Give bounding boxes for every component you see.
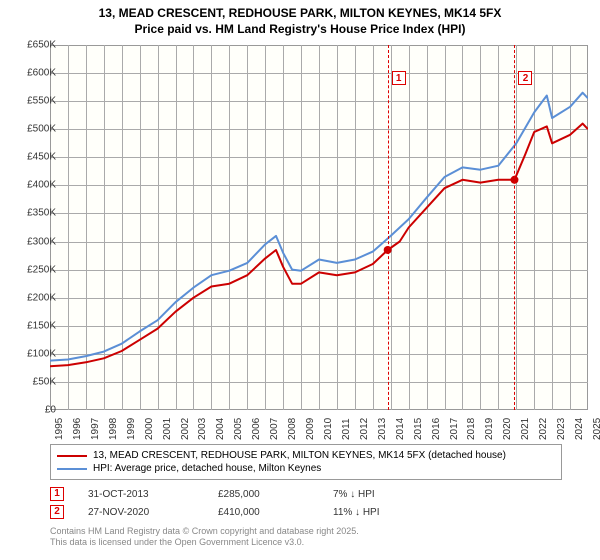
x-tick-label: 2006 [251,418,262,440]
legend: 13, MEAD CRESCENT, REDHOUSE PARK, MILTON… [50,444,562,480]
sale-marker-line [388,45,389,410]
x-tick-label: 2019 [484,418,495,440]
x-tick-label: 1995 [54,418,65,440]
x-tick-label: 2003 [197,418,208,440]
title-line-2: Price paid vs. HM Land Registry's House … [135,22,466,36]
x-tick-label: 2020 [502,418,513,440]
transaction-marker-2: 2 [50,505,64,519]
transaction-date: 27-NOV-2020 [88,507,218,518]
transaction-pct: 7% ↓ HPI [333,489,453,500]
footer-attribution: Contains HM Land Registry data © Crown c… [50,526,359,549]
x-tick-label: 2013 [377,418,388,440]
series-hpi [50,93,588,361]
x-tick-label: 2005 [233,418,244,440]
y-tick-label: £450K [16,152,56,163]
table-row: 1 31-OCT-2013 £285,000 7% ↓ HPI [50,485,453,503]
chart-title: 13, MEAD CRESCENT, REDHOUSE PARK, MILTON… [0,0,600,37]
x-tick-label: 2009 [305,418,316,440]
x-tick-label: 2010 [323,418,334,440]
x-tick-label: 1996 [72,418,83,440]
chart-container: 13, MEAD CRESCENT, REDHOUSE PARK, MILTON… [0,0,600,560]
transaction-marker-1: 1 [50,487,64,501]
legend-swatch-hpi [57,468,87,470]
transaction-price: £285,000 [218,489,333,500]
line-series-svg [50,45,588,410]
x-tick-label: 1998 [108,418,119,440]
y-tick-label: £500K [16,124,56,135]
legend-item-property: 13, MEAD CRESCENT, REDHOUSE PARK, MILTON… [57,449,555,462]
x-tick-label: 2007 [269,418,280,440]
table-row: 2 27-NOV-2020 £410,000 11% ↓ HPI [50,503,453,521]
x-tick-label: 1999 [126,418,137,440]
y-tick-label: £350K [16,208,56,219]
title-line-1: 13, MEAD CRESCENT, REDHOUSE PARK, MILTON… [99,6,502,20]
legend-item-hpi: HPI: Average price, detached house, Milt… [57,462,555,475]
y-tick-label: £50K [16,376,56,387]
transaction-price: £410,000 [218,507,333,518]
series-property [50,124,588,367]
x-tick-label: 2008 [287,418,298,440]
x-tick-label: 2021 [520,418,531,440]
x-tick-label: 2014 [395,418,406,440]
x-tick-label: 2024 [574,418,585,440]
y-tick-label: £650K [16,40,56,51]
transaction-date: 31-OCT-2013 [88,489,218,500]
y-tick-label: £400K [16,180,56,191]
x-tick-label: 2004 [215,418,226,440]
footer-line-2: This data is licensed under the Open Gov… [50,537,304,547]
x-tick-label: 2023 [556,418,567,440]
legend-label-property: 13, MEAD CRESCENT, REDHOUSE PARK, MILTON… [93,450,506,461]
chart-plot-area: 12 [50,45,588,410]
x-tick-label: 2016 [431,418,442,440]
transactions-table: 1 31-OCT-2013 £285,000 7% ↓ HPI 2 27-NOV… [50,485,453,521]
x-tick-label: 2002 [180,418,191,440]
y-tick-label: £300K [16,236,56,247]
y-tick-label: £100K [16,348,56,359]
footer-line-1: Contains HM Land Registry data © Crown c… [50,526,359,536]
x-tick-label: 2017 [449,418,460,440]
x-tick-label: 2018 [466,418,477,440]
y-tick-label: £200K [16,292,56,303]
legend-label-hpi: HPI: Average price, detached house, Milt… [93,463,321,474]
x-tick-label: 2015 [413,418,424,440]
y-tick-label: £550K [16,96,56,107]
y-tick-label: £150K [16,320,56,331]
x-tick-label: 2001 [162,418,173,440]
y-tick-label: £600K [16,68,56,79]
x-tick-label: 2011 [341,418,352,440]
legend-swatch-property [57,455,87,457]
x-tick-label: 2012 [359,418,370,440]
sale-marker-line [514,45,515,410]
y-tick-label: £250K [16,264,56,275]
sale-marker-box: 2 [518,71,532,85]
y-tick-label: £0 [16,405,56,416]
x-tick-label: 1997 [90,418,101,440]
x-tick-label: 2025 [592,418,600,440]
x-tick-label: 2000 [144,418,155,440]
x-tick-label: 2022 [538,418,549,440]
sale-marker-box: 1 [392,71,406,85]
transaction-pct: 11% ↓ HPI [333,507,453,518]
